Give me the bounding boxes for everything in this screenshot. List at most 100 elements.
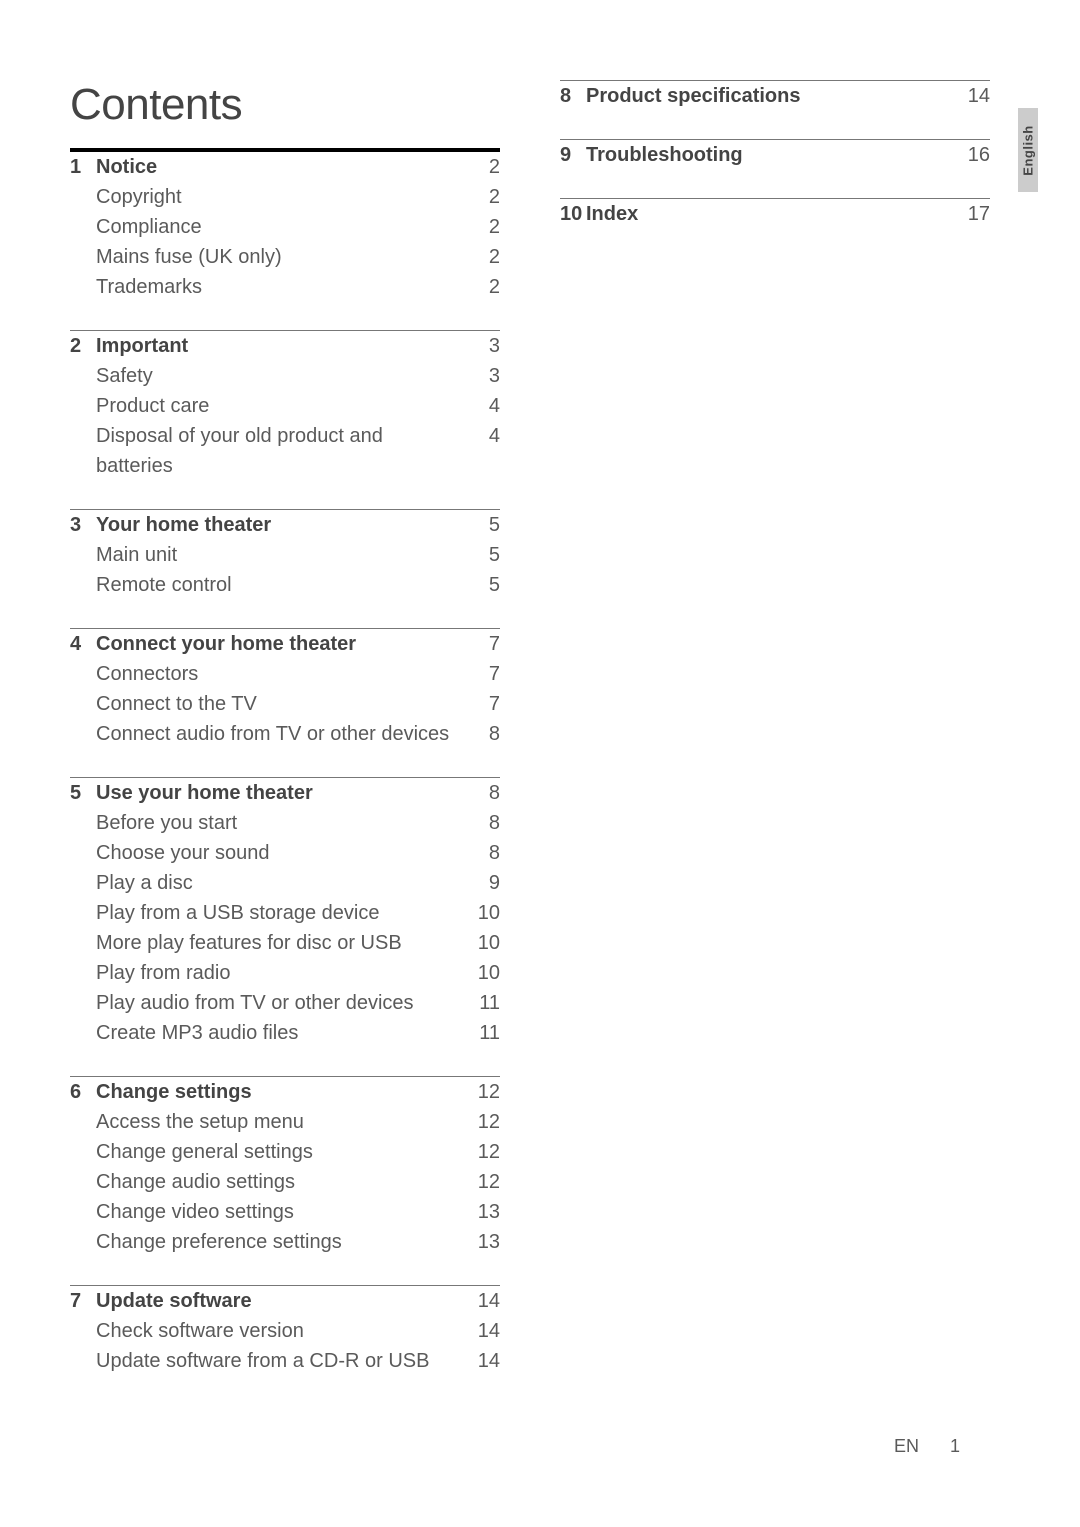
toc-section: 6 Change settings 12 Access the setup me… — [70, 1076, 500, 1257]
toc-item-label: More play features for disc or USB — [96, 928, 460, 958]
toc-item: Change general settings12 — [70, 1137, 500, 1167]
footer-page: 1 — [950, 1436, 960, 1456]
toc-item-page: 10 — [460, 898, 500, 928]
section-num: 8 — [560, 81, 586, 111]
section-page: 7 — [460, 629, 500, 659]
toc-item-label: Remote control — [96, 570, 460, 600]
toc-section-heading: 8 Product specifications 14 — [560, 81, 990, 111]
toc-item-label: Create MP3 audio files — [96, 1018, 460, 1048]
section-title: Update software — [96, 1286, 460, 1316]
toc-item-page: 13 — [460, 1197, 500, 1227]
toc-item-page: 14 — [460, 1346, 500, 1376]
section-title: Change settings — [96, 1077, 460, 1107]
toc-item: Product care4 — [70, 391, 500, 421]
toc-item: Compliance2 — [70, 212, 500, 242]
toc-item-label: Change audio settings — [96, 1167, 460, 1197]
toc-item-label: Change video settings — [96, 1197, 460, 1227]
toc-item: Play from radio10 — [70, 958, 500, 988]
toc-section: 10 Index 17 — [560, 198, 990, 229]
toc-item-page: 14 — [460, 1316, 500, 1346]
section-title: Product specifications — [586, 81, 950, 111]
section-title: Use your home theater — [96, 778, 460, 808]
toc-section-heading: 3 Your home theater 5 — [70, 510, 500, 540]
toc-item: Play a disc9 — [70, 868, 500, 898]
section-num: 4 — [70, 629, 96, 659]
toc-section-heading: 10 Index 17 — [560, 199, 990, 229]
toc-item-page: 5 — [460, 570, 500, 600]
toc-item-label: Before you start — [96, 808, 460, 838]
left-column: Contents 1 Notice 2 Copyright2 Complianc… — [70, 80, 500, 1404]
toc-item-page: 12 — [460, 1107, 500, 1137]
toc-item-page: 5 — [460, 540, 500, 570]
toc-item: Connect to the TV7 — [70, 689, 500, 719]
section-title: Connect your home theater — [96, 629, 460, 659]
toc-item-label: Product care — [96, 391, 460, 421]
toc-item: Safety3 — [70, 361, 500, 391]
section-page: 16 — [950, 140, 990, 170]
toc-item: Play audio from TV or other devices11 — [70, 988, 500, 1018]
toc-section: 3 Your home theater 5 Main unit5 Remote … — [70, 509, 500, 600]
toc-item-label: Mains fuse (UK only) — [96, 242, 460, 272]
section-page: 2 — [460, 152, 500, 182]
toc-item-label: Trademarks — [96, 272, 460, 302]
toc-item: Check software version14 — [70, 1316, 500, 1346]
section-num: 9 — [560, 140, 586, 170]
section-page: 5 — [460, 510, 500, 540]
toc-item: Before you start8 — [70, 808, 500, 838]
toc-item: Change video settings13 — [70, 1197, 500, 1227]
toc-item: Connect audio from TV or other devices8 — [70, 719, 500, 749]
toc-item-page: 10 — [460, 928, 500, 958]
toc-item-label: Disposal of your old product and batteri… — [96, 421, 460, 481]
toc-section-heading: 9 Troubleshooting 16 — [560, 140, 990, 170]
toc-item-page: 11 — [460, 1018, 500, 1048]
page-footer: EN 1 — [894, 1436, 960, 1457]
toc-section: 1 Notice 2 Copyright2 Compliance2 Mains … — [70, 148, 500, 302]
toc-item: Main unit5 — [70, 540, 500, 570]
toc-item: Play from a USB storage device10 — [70, 898, 500, 928]
section-page: 3 — [460, 331, 500, 361]
section-num: 10 — [560, 199, 586, 229]
toc-item-label: Connect audio from TV or other devices — [96, 719, 460, 749]
toc-item-label: Copyright — [96, 182, 460, 212]
toc-item-label: Change general settings — [96, 1137, 460, 1167]
toc-item-label: Access the setup menu — [96, 1107, 460, 1137]
toc-section-heading: 7 Update software 14 — [70, 1286, 500, 1316]
language-tab: English — [1018, 108, 1038, 192]
toc-item: Connectors7 — [70, 659, 500, 689]
toc-item: Disposal of your old product and batteri… — [70, 421, 500, 481]
toc-item: Change audio settings12 — [70, 1167, 500, 1197]
toc-item-label: Choose your sound — [96, 838, 460, 868]
toc-item-label: Play a disc — [96, 868, 460, 898]
toc-item-page: 4 — [460, 421, 500, 451]
toc-item-page: 9 — [460, 868, 500, 898]
toc-item-label: Compliance — [96, 212, 460, 242]
toc-item-label: Safety — [96, 361, 460, 391]
toc-item-label: Check software version — [96, 1316, 460, 1346]
toc-item-page: 4 — [460, 391, 500, 421]
section-page: 14 — [950, 81, 990, 111]
page: English Contents 1 Notice 2 Copyright2 C… — [0, 0, 1080, 1527]
toc-item-page: 8 — [460, 838, 500, 868]
toc-item-page: 8 — [460, 719, 500, 749]
section-page: 12 — [460, 1077, 500, 1107]
toc-section-heading: 5 Use your home theater 8 — [70, 778, 500, 808]
right-column: 8 Product specifications 14 9 Troublesho… — [560, 80, 990, 1404]
toc-item-page: 7 — [460, 689, 500, 719]
section-num: 5 — [70, 778, 96, 808]
toc-item-page: 10 — [460, 958, 500, 988]
toc-item-label: Play audio from TV or other devices — [96, 988, 460, 1018]
toc-item: Change preference settings13 — [70, 1227, 500, 1257]
section-title: Index — [586, 199, 950, 229]
columns-container: Contents 1 Notice 2 Copyright2 Complianc… — [70, 80, 1010, 1404]
toc-item-label: Update software from a CD-R or USB — [96, 1346, 460, 1376]
toc-item-page: 8 — [460, 808, 500, 838]
toc-section-heading: 6 Change settings 12 — [70, 1077, 500, 1107]
toc-item-page: 13 — [460, 1227, 500, 1257]
toc-item: Copyright2 — [70, 182, 500, 212]
section-page: 17 — [950, 199, 990, 229]
section-num: 1 — [70, 152, 96, 182]
toc-item: Access the setup menu12 — [70, 1107, 500, 1137]
language-tab-label: English — [1021, 125, 1036, 175]
toc-item: Mains fuse (UK only)2 — [70, 242, 500, 272]
toc-item: Create MP3 audio files11 — [70, 1018, 500, 1048]
